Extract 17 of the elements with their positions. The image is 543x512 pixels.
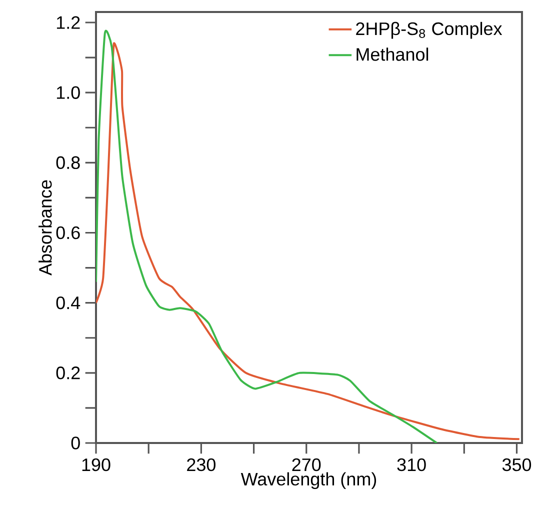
legend-label: Methanol — [356, 48, 428, 61]
y-tick-label: 0.4 — [56, 296, 80, 310]
y-tick-label: 0.2 — [56, 366, 80, 380]
y-tick-label: 0 — [71, 436, 80, 450]
y-tick-label: 0.6 — [56, 226, 80, 240]
x-tick-label: 350 — [502, 458, 532, 472]
x-tick-label: 190 — [82, 458, 110, 472]
legend-label: 2HPβ-S$_{8}$ Complex — [356, 22, 502, 39]
x-axis-title: Wavelength (nm) — [240, 472, 376, 490]
x-tick-label: 310 — [397, 458, 426, 472]
y-tick-label: 0.8 — [56, 156, 80, 170]
y-tick-label: 1.2 — [56, 16, 80, 29]
line-series — [96, 42, 520, 440]
y-tick-label: 1.0 — [56, 86, 80, 99]
y-axis-title: Absorbance — [38, 180, 52, 276]
x-tick-label: 230 — [187, 458, 216, 472]
x-tick-label: 270 — [292, 458, 321, 472]
